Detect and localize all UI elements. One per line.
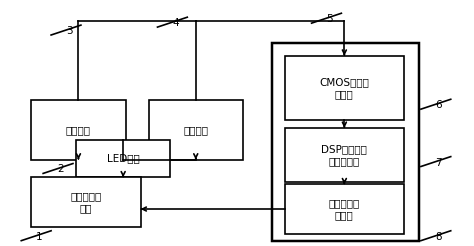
Bar [285,184,404,234]
Text: 8: 8 [436,232,442,242]
Text: 7: 7 [436,157,442,168]
Bar [285,56,404,120]
Bar [272,43,419,241]
Text: 光源光强控
制模块: 光源光强控 制模块 [329,198,360,220]
Text: 3: 3 [66,26,73,36]
Bar [31,100,126,160]
Text: DSP图像处理
与分析模块: DSP图像处理 与分析模块 [321,144,367,166]
Bar [148,100,243,160]
Bar [76,140,170,177]
Text: 1: 1 [36,232,43,242]
Bar [285,128,404,182]
Text: LED光源: LED光源 [107,154,139,164]
Text: 被检极片: 被检极片 [66,125,91,135]
Text: 4: 4 [172,18,179,28]
Bar [31,177,141,227]
Text: 对比色卡: 对比色卡 [183,125,208,135]
Text: 2: 2 [58,165,64,174]
Text: 光源恒流驱
动器: 光源恒流驱 动器 [70,191,101,213]
Text: CMOS图像采
集模块: CMOS图像采 集模块 [319,77,369,99]
Text: 5: 5 [326,14,333,24]
Text: 6: 6 [436,100,442,110]
